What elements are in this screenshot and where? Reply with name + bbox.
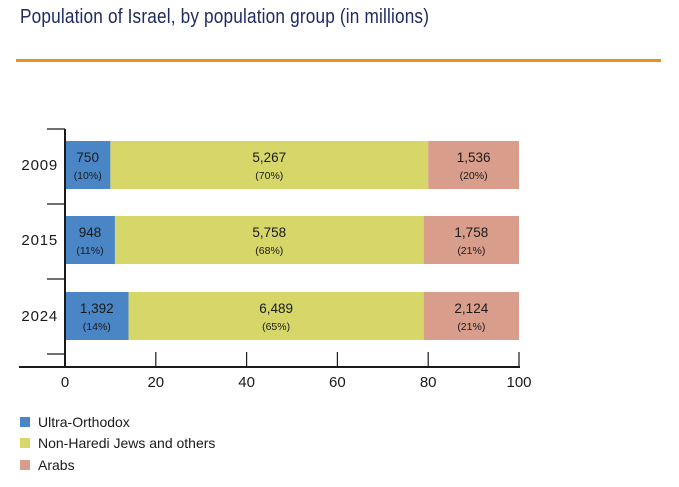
- bar-segment-2009-1: [110, 141, 429, 189]
- chart-title: Population of Israel, by population grou…: [20, 6, 430, 28]
- legend-swatch: [20, 416, 30, 427]
- data-label-value: 1,392: [80, 301, 114, 316]
- bars-group: 750 (10%) 5,267 (70%) 1,536 (20%) 948 (11%) 5,75…: [65, 141, 519, 340]
- data-label-percent: (21%): [457, 245, 485, 257]
- x-tick-label: 0: [61, 374, 69, 391]
- legend-item-ultra-orthodox: Ultra-Orthodox: [20, 411, 215, 433]
- category-label: 2024: [21, 308, 58, 325]
- category-label: 2009: [21, 157, 58, 174]
- data-label-percent: (70%): [255, 170, 283, 182]
- data-label-percent: (65%): [262, 321, 290, 333]
- data-label-percent: (11%): [76, 245, 103, 257]
- data-label-percent: (21%): [457, 321, 485, 333]
- bar-segment-2024-1: [128, 292, 424, 340]
- x-tick-label: 80: [420, 374, 437, 391]
- data-label-value: 750: [76, 150, 99, 165]
- x-tick-label: 20: [147, 374, 164, 391]
- bar-segment-2009-2: [428, 141, 519, 189]
- data-label-percent: (10%): [74, 170, 102, 182]
- x-tick-label: 40: [238, 374, 255, 391]
- data-label-value: 1,536: [457, 150, 491, 165]
- data-label-value: 6,489: [259, 301, 293, 316]
- legend-label: Ultra-Orthodox: [38, 413, 130, 430]
- legend-item-non-haredi: Non-Haredi Jews and others: [20, 433, 215, 455]
- data-label-percent: (68%): [255, 245, 283, 257]
- bar-segment-2015-2: [423, 216, 519, 264]
- data-label-value: 1,758: [454, 225, 488, 240]
- bar-segment-2015-1: [114, 216, 424, 264]
- legend-swatch: [20, 459, 30, 470]
- bar-segment-2015-0: [65, 216, 115, 264]
- legend: Ultra-Orthodox Non-Haredi Jews and other…: [20, 411, 215, 476]
- legend-label: Non-Haredi Jews and others: [38, 435, 216, 452]
- bar-segment-2024-2: [423, 292, 519, 340]
- x-tick-label: 60: [329, 374, 346, 391]
- data-label-percent: (20%): [460, 170, 488, 182]
- data-label-value: 5,758: [252, 225, 286, 240]
- x-tick-label: 100: [506, 374, 531, 391]
- bar-segment-2024-0: [65, 292, 129, 340]
- legend-item-arabs: Arabs: [20, 454, 215, 476]
- data-label-percent: (14%): [83, 321, 111, 333]
- legend-swatch: [20, 438, 30, 449]
- data-label-value: 2,124: [454, 301, 488, 316]
- title-divider: [16, 59, 661, 62]
- bar-segment-2009-0: [65, 141, 111, 189]
- data-label-value: 5,267: [252, 150, 286, 165]
- data-label-value: 948: [79, 225, 102, 240]
- legend-label: Arabs: [38, 456, 75, 473]
- category-label: 2015: [21, 232, 58, 249]
- axes-group: 2009 2015 2024 0 20 40 60 80 100: [19, 128, 532, 391]
